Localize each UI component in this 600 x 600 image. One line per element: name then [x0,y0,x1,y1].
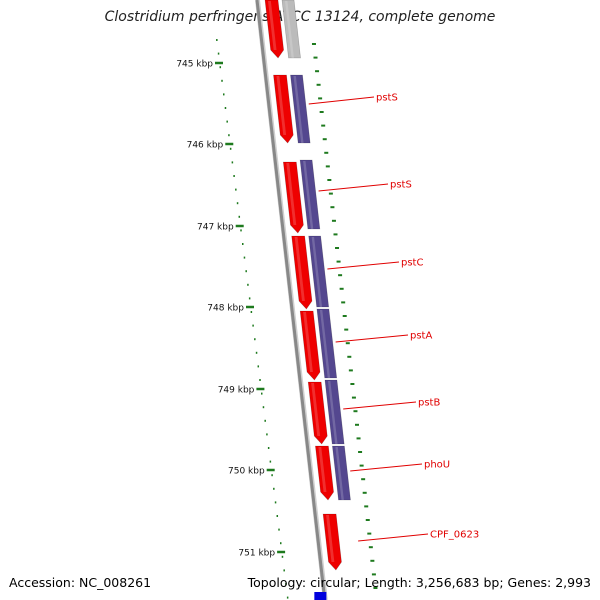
gene-label: pstA [410,331,432,342]
cds-feature [290,74,311,144]
gene-leader-line [343,401,417,410]
position-marker [314,592,327,600]
cds-feature [299,159,321,230]
scale-tick-label: 751 kbp [238,549,275,559]
forward-gene [307,381,328,445]
cds-feature [332,445,351,501]
gene-label: pstC [401,258,423,269]
gene-label: pstS [390,180,412,191]
gene-label: CPF_0623 [430,530,479,541]
forward-gene [291,235,313,310]
gene-label: pstB [418,398,440,409]
gene-label: phoU [424,460,450,471]
gene-label: pstS [376,93,398,104]
scale-tick-label: 747 kbp [197,223,234,233]
accession-label: Accession: NC_008261 [9,575,152,590]
backbone-line [255,0,327,600]
scale-tick-label: 749 kbp [218,386,255,396]
grey-feature [281,0,301,59]
feature-layer [264,0,351,600]
scale-layer: 745 kbp 746 kbp 747 kbp 748 kbp 749 kbp 750 k… [176,39,378,599]
map-title: Clostridium perfringens ATCC 13124, comp… [104,9,496,25]
cds-feature [308,235,330,308]
backbone-layer [255,0,328,600]
scale-tick-label: 750 kbp [228,467,265,477]
scale-tick-label: 745 kbp [176,60,213,70]
scale-tick-label: 748 kbp [207,304,244,314]
forward-gene [282,161,304,234]
gene-leader-line [350,463,423,472]
forward-gene [322,513,342,571]
scale-tick-label: 746 kbp [187,141,224,151]
forward-gene [315,445,334,501]
cds-feature [316,308,338,379]
gene-leader-line [318,183,389,192]
gene-leader-line [335,334,409,343]
gene-leader-line [358,533,429,542]
gene-leader-line [308,96,375,105]
forward-gene [273,74,294,144]
gene-leader-line [327,261,400,270]
label-layer: pstS pstS pstC pstA pstB phoU CPF_0623 [308,93,479,542]
forward-gene [299,310,321,381]
topology-info: Topology: circular; Length: 3,256,683 bp… [247,575,591,590]
forward-gene [264,0,284,59]
cds-feature [324,379,345,445]
